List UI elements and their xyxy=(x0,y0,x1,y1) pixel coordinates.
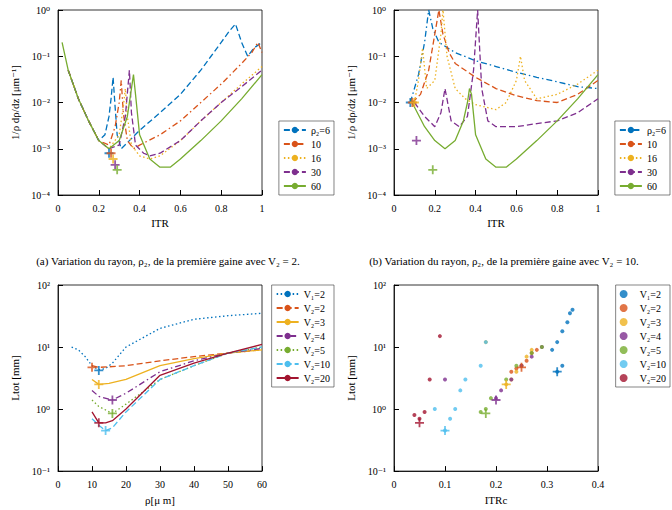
svg-text:0: 0 xyxy=(56,203,61,214)
svg-text:V₂=10: V₂=10 xyxy=(640,359,666,370)
svg-text:10⁻²: 10⁻² xyxy=(368,97,386,108)
svg-text:ρ[μ m]: ρ[μ m] xyxy=(145,494,175,506)
svg-text:10: 10 xyxy=(311,139,321,150)
svg-text:10⁻¹: 10⁻¹ xyxy=(32,466,50,477)
svg-text:V₂=3: V₂=3 xyxy=(640,317,661,328)
svg-text:V₂=2: V₂=2 xyxy=(304,303,325,314)
svg-text:0.4: 0.4 xyxy=(133,203,146,214)
svg-text:V₂=5: V₂=5 xyxy=(304,345,325,356)
svg-text:ITR: ITR xyxy=(487,217,505,229)
svg-text:30: 30 xyxy=(647,167,657,178)
svg-text:0.6: 0.6 xyxy=(510,203,523,214)
svg-text:10⁻¹: 10⁻¹ xyxy=(368,51,386,62)
svg-text:40: 40 xyxy=(189,479,199,490)
svg-text:1: 1 xyxy=(596,203,601,214)
svg-text:10⁻³: 10⁻³ xyxy=(368,143,386,154)
svg-text:10⁻⁴: 10⁻⁴ xyxy=(367,190,386,201)
svg-text:10⁻¹: 10⁻¹ xyxy=(368,466,386,477)
svg-text:0: 0 xyxy=(392,203,397,214)
svg-text:10⁻⁴: 10⁻⁴ xyxy=(31,190,50,201)
svg-text:1/ρ dρ/dz [μm⁻¹]: 1/ρ dρ/dz [μm⁻¹] xyxy=(9,65,21,140)
svg-text:30: 30 xyxy=(311,167,321,178)
svg-text:V₁=2: V₁=2 xyxy=(304,289,325,300)
svg-text:ρ₂=6: ρ₂=6 xyxy=(311,125,330,136)
svg-text:10⁰: 10⁰ xyxy=(36,404,50,415)
svg-text:60: 60 xyxy=(257,479,267,490)
svg-text:V₂=10: V₂=10 xyxy=(304,359,330,370)
svg-text:ρ₂=6: ρ₂=6 xyxy=(647,125,666,136)
svg-text:0.8: 0.8 xyxy=(215,203,228,214)
svg-text:16: 16 xyxy=(647,153,657,164)
svg-text:50: 50 xyxy=(223,479,233,490)
svg-text:ITRc: ITRc xyxy=(485,494,508,506)
svg-text:V₂=2: V₂=2 xyxy=(640,303,661,314)
svg-text:0: 0 xyxy=(392,479,397,490)
svg-text:V₂=4: V₂=4 xyxy=(640,331,661,342)
svg-text:0.2: 0.2 xyxy=(93,203,106,214)
svg-text:10⁻³: 10⁻³ xyxy=(32,143,50,154)
svg-text:10²: 10² xyxy=(37,280,50,291)
svg-text:0.4: 0.4 xyxy=(592,479,605,490)
svg-text:1: 1 xyxy=(260,203,265,214)
svg-text:0.2: 0.2 xyxy=(490,479,503,490)
svg-text:V₁=2: V₁=2 xyxy=(640,289,661,300)
svg-text:ITR: ITR xyxy=(151,217,169,229)
svg-text:10¹: 10¹ xyxy=(37,342,50,353)
svg-text:V₂=5: V₂=5 xyxy=(640,345,661,356)
svg-text:0.2: 0.2 xyxy=(429,203,442,214)
svg-text:10²: 10² xyxy=(373,280,386,291)
svg-text:(b) Variation du rayon, ρ₂, de: (b) Variation du rayon, ρ₂, de la premiè… xyxy=(369,255,639,268)
svg-text:16: 16 xyxy=(311,153,321,164)
svg-text:10¹: 10¹ xyxy=(373,342,386,353)
svg-text:30: 30 xyxy=(155,479,165,490)
svg-text:60: 60 xyxy=(311,181,321,192)
svg-text:0.1: 0.1 xyxy=(439,479,452,490)
svg-text:10⁰: 10⁰ xyxy=(372,5,386,16)
svg-text:0.8: 0.8 xyxy=(551,203,564,214)
svg-text:V₂=20: V₂=20 xyxy=(640,373,666,384)
svg-text:10⁻¹: 10⁻¹ xyxy=(32,51,50,62)
svg-text:0.4: 0.4 xyxy=(469,203,482,214)
svg-text:10⁰: 10⁰ xyxy=(36,5,50,16)
svg-text:(a) Variation du rayon, ρ₂, de: (a) Variation du rayon, ρ₂, de la premiè… xyxy=(36,255,300,268)
svg-text:1/ρ dρ/dz [μm⁻¹]: 1/ρ dρ/dz [μm⁻¹] xyxy=(345,65,357,140)
svg-text:Ltot [mm]: Ltot [mm] xyxy=(345,355,357,401)
svg-text:V₂=4: V₂=4 xyxy=(304,331,325,342)
svg-text:20: 20 xyxy=(121,479,131,490)
svg-text:60: 60 xyxy=(647,181,657,192)
svg-text:10: 10 xyxy=(87,479,97,490)
svg-text:V₂=20: V₂=20 xyxy=(304,373,330,384)
svg-text:0: 0 xyxy=(56,479,61,490)
svg-text:Ltot [mm]: Ltot [mm] xyxy=(9,355,21,401)
svg-text:0.6: 0.6 xyxy=(174,203,187,214)
svg-text:V₂=3: V₂=3 xyxy=(304,317,325,328)
svg-text:10⁰: 10⁰ xyxy=(372,404,386,415)
svg-text:10⁻²: 10⁻² xyxy=(32,97,50,108)
svg-text:0.3: 0.3 xyxy=(541,479,554,490)
svg-text:10: 10 xyxy=(647,139,657,150)
